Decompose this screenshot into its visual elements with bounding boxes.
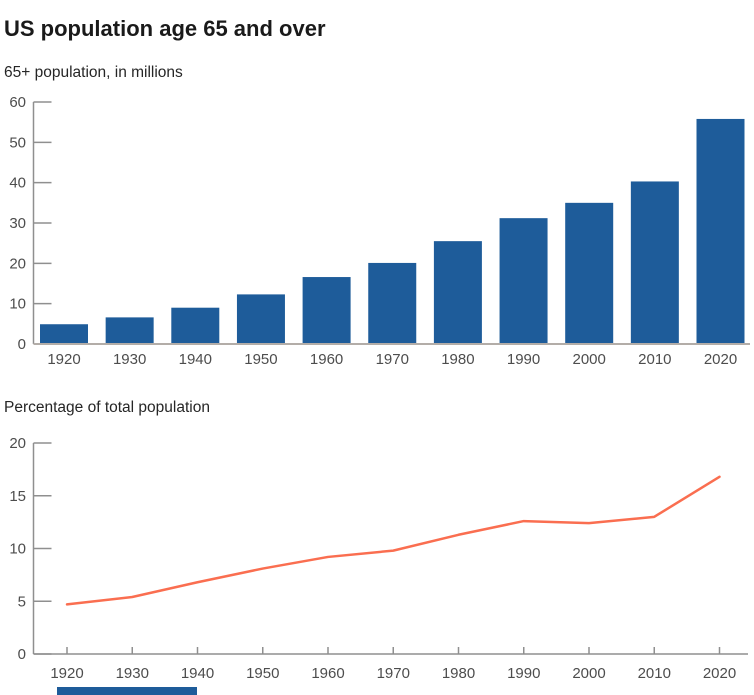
y-tick-label: 5: [18, 593, 26, 610]
percentage-trend-line: [65, 475, 721, 606]
x-axis-label: 1960: [310, 351, 343, 368]
x-axis-label: 1980: [441, 351, 474, 368]
x-axis-label: 1980: [442, 665, 475, 682]
line-chart-subtitle: Percentage of total population: [4, 399, 210, 416]
x-axis-label: 1950: [244, 351, 277, 368]
x-axis-label: 1970: [376, 351, 409, 368]
x-axis-label: 1990: [507, 351, 540, 368]
y-tick-label: 15: [9, 488, 26, 505]
x-axis-label: 2000: [573, 351, 606, 368]
y-tick-label: 50: [9, 134, 26, 151]
bar-1990: [499, 218, 548, 344]
x-axis-label: 2010: [638, 351, 671, 368]
y-tick-label: 20: [9, 255, 26, 272]
x-axis-label: 2000: [572, 665, 605, 682]
x-axis-label: 1990: [507, 665, 540, 682]
y-tick-label: 10: [9, 296, 26, 313]
line-chart: 0 5 10 15 20 1920 1930 1940 1950 1960 1970 1980 1990…: [9, 435, 748, 682]
bar-2000: [565, 202, 614, 344]
bar-1960: [302, 277, 351, 344]
bar-2010: [630, 181, 679, 344]
x-axis-label: 2010: [638, 665, 671, 682]
x-axis-label: 1970: [377, 665, 410, 682]
x-axis-label: 1950: [246, 665, 279, 682]
x-axis-label: 1930: [116, 665, 149, 682]
bar-2020: [696, 118, 745, 344]
bar-1980: [433, 241, 482, 344]
bar-1950: [236, 294, 285, 344]
y-tick-label: 20: [9, 435, 26, 452]
bar-1970: [368, 262, 417, 344]
page-title: US population age 65 and over: [4, 16, 326, 41]
x-axis-label: 1920: [47, 351, 80, 368]
y-tick-label: 60: [9, 94, 26, 111]
y-tick-label: 40: [9, 175, 26, 192]
bar-chart-subtitle: 65+ population, in millions: [4, 64, 183, 81]
y-tick-label: 0: [18, 646, 26, 663]
y-tick-label: 30: [9, 215, 26, 232]
x-axis-label: 2020: [703, 665, 736, 682]
bar-chart: 0 10 20 30 40 50 60 1920 1930 1940 1950 1960 1970 198…: [9, 94, 750, 368]
cropped-bottom-blue-bar: [57, 687, 197, 695]
bar-1930: [105, 317, 154, 344]
x-axis-label: 1960: [311, 665, 344, 682]
x-axis-label: 1920: [50, 665, 83, 682]
bar-1940: [171, 307, 220, 344]
x-axis-label: 1940: [179, 351, 212, 368]
bar-1920: [40, 324, 88, 344]
y-tick-label: 10: [9, 541, 26, 558]
x-axis-label: 2020: [704, 351, 737, 368]
x-axis-label: 1930: [113, 351, 146, 368]
x-axis-label: 1940: [181, 665, 214, 682]
y-tick-label: 0: [18, 336, 26, 353]
